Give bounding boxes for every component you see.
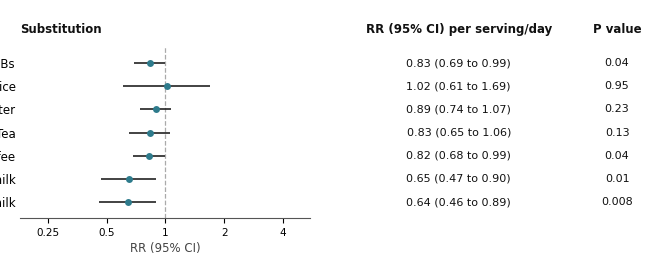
Text: 0.95: 0.95 xyxy=(605,81,630,91)
X-axis label: RR (95% CI): RR (95% CI) xyxy=(129,242,201,255)
Text: 0.23: 0.23 xyxy=(605,105,630,114)
Text: 1.02 (0.61 to 1.69): 1.02 (0.61 to 1.69) xyxy=(407,81,511,91)
Text: 0.04: 0.04 xyxy=(605,58,630,68)
Text: 0.01: 0.01 xyxy=(605,174,630,184)
Text: 0.64 (0.46 to 0.89): 0.64 (0.46 to 0.89) xyxy=(407,197,511,207)
Text: P value: P value xyxy=(593,23,642,36)
Text: 0.82 (0.68 to 0.99): 0.82 (0.68 to 0.99) xyxy=(407,151,511,161)
Text: RR (95% CI) per serving/day: RR (95% CI) per serving/day xyxy=(366,23,552,36)
Text: 0.04: 0.04 xyxy=(605,151,630,161)
Text: 0.008: 0.008 xyxy=(601,197,633,207)
Text: 0.83 (0.65 to 1.06): 0.83 (0.65 to 1.06) xyxy=(407,128,511,138)
Text: Substitution: Substitution xyxy=(20,23,102,36)
Text: 0.89 (0.74 to 1.07): 0.89 (0.74 to 1.07) xyxy=(407,105,511,114)
Text: 0.65 (0.47 to 0.90): 0.65 (0.47 to 0.90) xyxy=(407,174,511,184)
Text: 0.13: 0.13 xyxy=(605,128,630,138)
Text: 0.83 (0.69 to 0.99): 0.83 (0.69 to 0.99) xyxy=(407,58,511,68)
